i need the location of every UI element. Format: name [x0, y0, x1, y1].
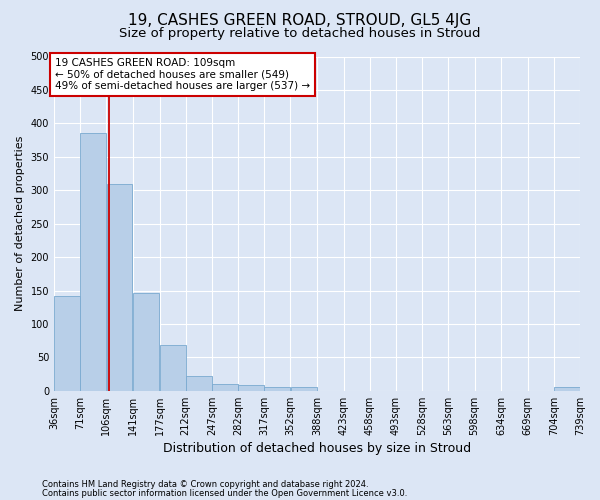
Bar	[107, 184, 133, 391]
Bar	[212, 384, 238, 391]
Bar	[265, 388, 290, 391]
Bar	[54, 296, 80, 391]
Y-axis label: Number of detached properties: Number of detached properties	[15, 136, 25, 312]
Bar	[80, 134, 106, 391]
Text: 19, CASHES GREEN ROAD, STROUD, GL5 4JG: 19, CASHES GREEN ROAD, STROUD, GL5 4JG	[128, 12, 472, 28]
Bar	[186, 376, 212, 391]
Bar	[290, 388, 317, 391]
Text: Contains HM Land Registry data © Crown copyright and database right 2024.: Contains HM Land Registry data © Crown c…	[42, 480, 368, 489]
Bar	[554, 388, 580, 391]
Text: 19 CASHES GREEN ROAD: 109sqm
← 50% of detached houses are smaller (549)
49% of s: 19 CASHES GREEN ROAD: 109sqm ← 50% of de…	[55, 58, 310, 91]
Text: Contains public sector information licensed under the Open Government Licence v3: Contains public sector information licen…	[42, 488, 407, 498]
X-axis label: Distribution of detached houses by size in Stroud: Distribution of detached houses by size …	[163, 442, 471, 455]
Bar	[238, 386, 264, 391]
Text: Size of property relative to detached houses in Stroud: Size of property relative to detached ho…	[119, 28, 481, 40]
Bar	[133, 292, 158, 391]
Bar	[160, 346, 185, 391]
